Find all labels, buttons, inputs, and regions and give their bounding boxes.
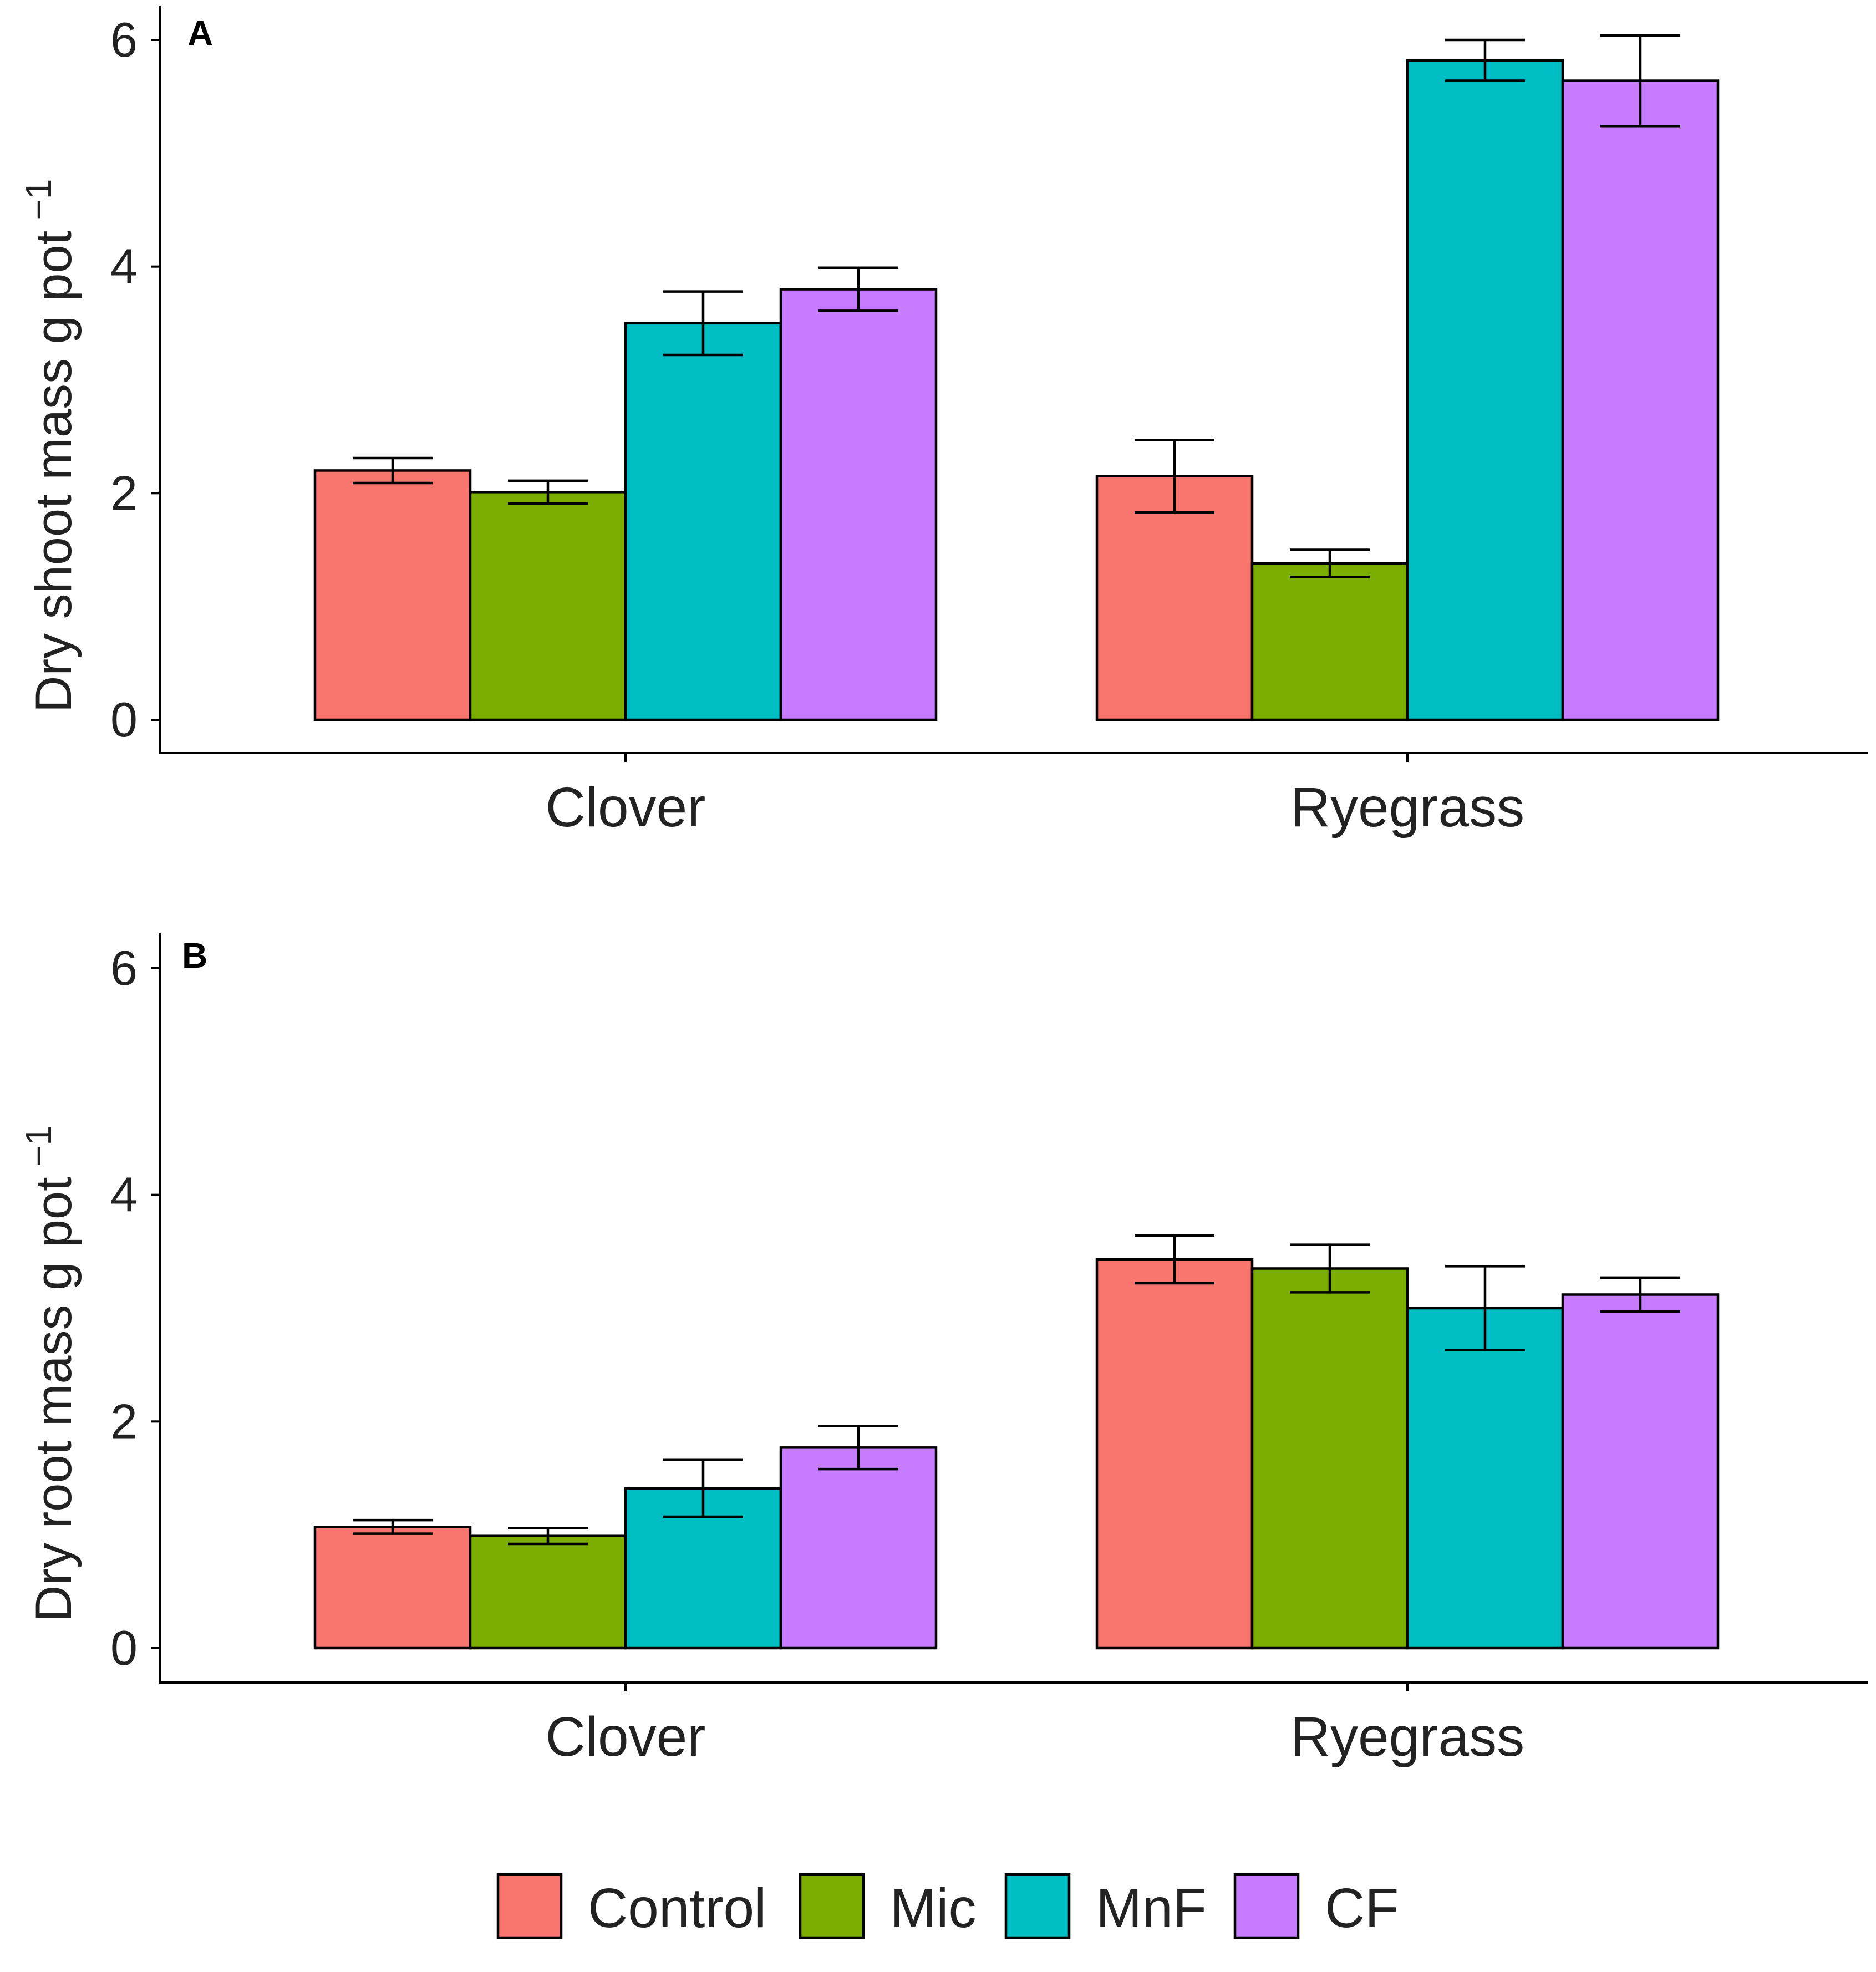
- panel-a-x-ticks: Clover Ryegrass: [546, 753, 1524, 838]
- panel-a-x-tick-label-ryegrass: Ryegrass: [1290, 776, 1524, 838]
- panel-a-bar-clover-mnf: [624, 322, 782, 721]
- panel-b-bar-clover-control: [313, 1526, 472, 1650]
- panel-a-y-tick-label-2: 2: [110, 465, 138, 520]
- panel-b-y-axis-title-text: Dry root mass g pot: [26, 1177, 82, 1622]
- panel-a-error-bar-clover-mnf: [663, 290, 743, 357]
- panel-b-error-bar-ryegrass-control: [1135, 1234, 1214, 1285]
- panel-a-error-bar-clover-cf: [818, 266, 898, 312]
- legend: Control Mic MnF CF: [496, 1873, 1399, 1939]
- panel-a-bar-ryegrass-mic: [1250, 562, 1409, 721]
- panel-b-bar-ryegrass-control: [1095, 1258, 1254, 1650]
- legend-label-cf: CF: [1325, 1877, 1399, 1939]
- legend-swatch-mic: [799, 1873, 865, 1939]
- panel-b-x-tick-label-ryegrass: Ryegrass: [1290, 1706, 1524, 1768]
- panel-b-y-tick-label-2: 2: [110, 1394, 138, 1448]
- panel-a-y-tick-label-4: 4: [110, 239, 138, 294]
- panel-b-y-axis-title-superscript: −1: [18, 1125, 59, 1167]
- panel-b-label: B: [182, 936, 207, 975]
- panel-b-error-bar-clover-mnf: [663, 1458, 743, 1518]
- panel-b-error-bars: [353, 1234, 1680, 1546]
- panel-a-bar-ryegrass-mnf: [1406, 59, 1564, 721]
- panel-b-error-bar-ryegrass-mnf: [1445, 1265, 1525, 1351]
- panel-a-y-tick-label-0: 0: [110, 692, 138, 747]
- legend-label-mic: Mic: [890, 1877, 977, 1939]
- panel-b-bar-clover-mic: [469, 1534, 627, 1650]
- panel-b-error-bar-clover-control: [353, 1518, 433, 1535]
- panel-a-bar-clover-control: [313, 469, 472, 721]
- legend-swatch-control: [496, 1873, 563, 1939]
- panel-b: 0 2 4 6 Clover Ryegrass B Dry root mass g po…: [18, 933, 1868, 1768]
- panel-a-bar-clover-mic: [469, 491, 627, 721]
- panel-a-y-axis-title: Dry shoot mass g pot −1: [18, 179, 82, 713]
- panel-a-x-tick-label-clover: Clover: [546, 776, 706, 838]
- panel-b-y-tick-label-0: 0: [110, 1620, 138, 1675]
- legend-label-mnf: MnF: [1096, 1877, 1207, 1939]
- panel-a-error-bar-ryegrass-control: [1135, 439, 1214, 514]
- panel-b-y-axis-title: Dry root mass g pot −1: [18, 1125, 82, 1622]
- panel-b-bar-ryegrass-mic: [1250, 1267, 1409, 1650]
- panel-b-error-bar-clover-mic: [508, 1527, 588, 1546]
- panel-b-bars: [313, 1258, 1720, 1650]
- legend-swatch-mnf: [1004, 1873, 1071, 1939]
- panel-a-error-bar-clover-mic: [508, 479, 588, 505]
- panel-a-bar-clover-cf: [779, 288, 938, 721]
- panel-b-y-ticks: 0 2 4 6: [110, 941, 160, 1675]
- panel-b-error-bar-clover-cf: [818, 1425, 898, 1471]
- panel-a-error-bar-clover-control: [353, 456, 433, 485]
- panel-b-bar-ryegrass-mnf: [1406, 1307, 1564, 1650]
- panel-a-y-ticks: 0 2 4 6: [110, 12, 160, 747]
- panel-a-bar-ryegrass-cf: [1561, 79, 1720, 721]
- panel-b-y-tick-label-4: 4: [110, 1167, 138, 1222]
- panel-b-x-ticks: Clover Ryegrass: [546, 1683, 1524, 1768]
- panel-a-error-bar-ryegrass-cf: [1600, 34, 1680, 128]
- panel-a: 0 2 4 6 Clover Ryegrass A Dry shoot mass g p…: [18, 6, 1868, 838]
- panel-b-error-bar-ryegrass-cf: [1600, 1276, 1680, 1313]
- panel-a-error-bar-ryegrass-mnf: [1445, 38, 1525, 82]
- panel-a-error-bar-ryegrass-mic: [1290, 548, 1370, 578]
- panel-a-y-tick-label-6: 6: [110, 12, 138, 67]
- panel-a-error-bars: [353, 34, 1680, 578]
- panel-b-y-tick-label-6: 6: [110, 941, 138, 995]
- panel-a-label: A: [187, 13, 213, 53]
- panel-a-y-axis-title-text: Dry shoot mass g pot: [26, 231, 82, 713]
- panel-b-bar-clover-cf: [779, 1446, 938, 1650]
- panel-b-error-bar-ryegrass-mic: [1290, 1243, 1370, 1294]
- panel-a-bars: [313, 59, 1720, 721]
- panel-a-y-axis-title-superscript: −1: [18, 179, 59, 221]
- legend-label-control: Control: [588, 1877, 766, 1939]
- panel-b-x-tick-label-clover: Clover: [546, 1706, 706, 1768]
- legend-swatch-cf: [1233, 1873, 1300, 1939]
- panel-b-bar-ryegrass-cf: [1561, 1293, 1720, 1650]
